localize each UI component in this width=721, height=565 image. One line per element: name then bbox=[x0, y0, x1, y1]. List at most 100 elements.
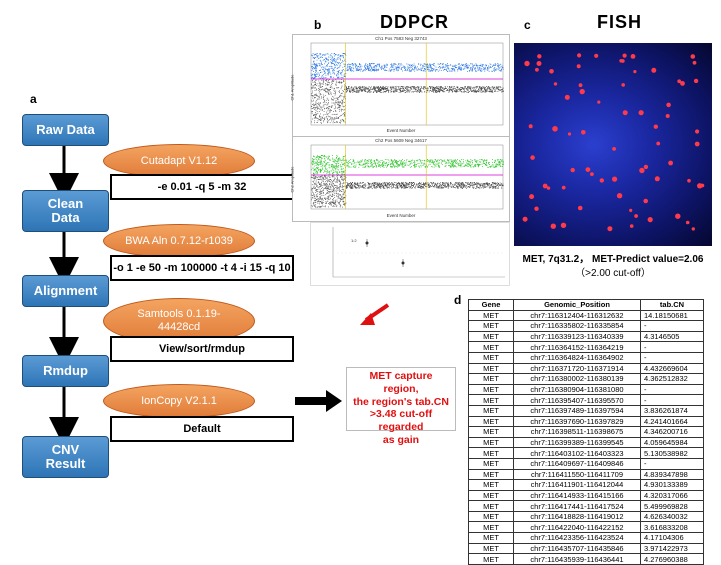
fish-signal-dot bbox=[621, 59, 625, 63]
table-cell-position: chr7:116398511-116398675 bbox=[514, 427, 641, 438]
fish-signal-dot bbox=[651, 68, 656, 73]
fish-signal-dot bbox=[668, 161, 673, 166]
fish-signal-dot bbox=[554, 82, 557, 85]
fish-signal-dot bbox=[530, 155, 535, 160]
table-cell-gene: MET bbox=[469, 405, 514, 416]
fish-signal-dot bbox=[631, 54, 636, 59]
fish-signal-dot bbox=[607, 226, 612, 231]
tool-bwa: BWA Aln 0.7.12-r1039 bbox=[103, 224, 255, 258]
table-cell-tabcn: 4.930133389 bbox=[641, 480, 704, 491]
fish-title: FISH bbox=[597, 12, 642, 33]
table-cell-gene: MET bbox=[469, 490, 514, 501]
fish-signal-dot bbox=[639, 110, 644, 115]
fish-signal-dot bbox=[534, 207, 538, 211]
fish-signal-dot bbox=[581, 130, 586, 135]
fish-signal-dot bbox=[597, 101, 600, 104]
tool-cutadapt: Cutadapt V1.12 bbox=[103, 144, 255, 178]
params-cutadapt-text: -e 0.01 -q 5 -m 32 bbox=[158, 181, 247, 193]
fish-signal-dot bbox=[623, 54, 627, 58]
fish-signal-dot bbox=[644, 165, 648, 169]
fish-signal-dot bbox=[694, 79, 698, 83]
fish-signal-dot bbox=[577, 53, 581, 57]
table-cell-tabcn: 4.626340032 bbox=[641, 511, 704, 522]
step-rmdup: Rmdup bbox=[22, 355, 109, 387]
tool-bwa-label: BWA Aln 0.7.12-r1039 bbox=[125, 235, 233, 248]
droplet-points bbox=[311, 155, 504, 208]
fish-signal-dot bbox=[612, 147, 616, 151]
ddpcr-ch1-scatter bbox=[293, 35, 509, 137]
tool-cutadapt-label: Cutadapt V1.12 bbox=[141, 155, 217, 168]
table-cell-gene: MET bbox=[469, 480, 514, 491]
fish-signals bbox=[514, 43, 712, 246]
ddpcr-ch2-panel: Ch2 Pos 5609 Neg 34617 Event Number Ch2 … bbox=[292, 136, 510, 222]
table-cell-gene: MET bbox=[469, 448, 514, 459]
table-cell-tabcn: 4.346200716 bbox=[641, 427, 704, 438]
fish-signal-dot bbox=[577, 64, 581, 68]
table-cell-gene: MET bbox=[469, 543, 514, 554]
fish-signal-dot bbox=[561, 223, 566, 228]
fish-signal-dot bbox=[524, 61, 529, 66]
table-cell-tabcn: - bbox=[641, 384, 704, 395]
fish-signal-dot bbox=[600, 178, 604, 182]
fish-signal-dot bbox=[655, 176, 660, 181]
table-cell-position: chr7:116411550-116411709 bbox=[514, 469, 641, 480]
fish-signal-dot bbox=[630, 224, 634, 228]
fish-signal-dot bbox=[537, 61, 542, 66]
table-cell-position: chr7:116371720-116371914 bbox=[514, 363, 641, 374]
table-header-position: Genomic_Position bbox=[514, 300, 641, 311]
fish-signal-dot bbox=[621, 83, 625, 87]
fish-signal-dot bbox=[594, 54, 598, 58]
fish-signal-dot bbox=[623, 110, 628, 115]
fish-signal-dot bbox=[692, 227, 695, 230]
step-raw-data-label: Raw Data bbox=[36, 123, 95, 137]
fish-signal-dot bbox=[523, 217, 528, 222]
params-bwa: -o 1 -e 50 -m 100000 -t 4 -i 15 -q 10 bbox=[110, 255, 294, 281]
fish-signal-dot bbox=[579, 83, 583, 87]
table-cell-tabcn: - bbox=[641, 352, 704, 363]
table-cell-gene: MET bbox=[469, 511, 514, 522]
fish-signal-dot bbox=[568, 132, 571, 135]
fish-signal-dot bbox=[695, 129, 699, 133]
ddpcr-title: DDPCR bbox=[380, 12, 449, 33]
table-cell-tabcn: - bbox=[641, 458, 704, 469]
table-cell-gene: MET bbox=[469, 533, 514, 544]
table-cell-position: chr7:116414933-116415166 bbox=[514, 490, 641, 501]
tool-samtools-label: Samtools 0.1.19- 44428cd bbox=[137, 308, 220, 333]
table-cell-gene: MET bbox=[469, 395, 514, 406]
table-cell-position: chr7:116312404-116312632 bbox=[514, 310, 641, 321]
table-cell-tabcn: 4.432669604 bbox=[641, 363, 704, 374]
step-cnv-result: CNV Result bbox=[22, 436, 109, 478]
fish-signal-dot bbox=[571, 168, 575, 172]
fish-signal-dot bbox=[586, 167, 591, 172]
tool-ioncopy-label: IonCopy V2.1.1 bbox=[141, 395, 217, 408]
table-cell-position: chr7:116380002-116380139 bbox=[514, 374, 641, 385]
table-header-row: Gene Genomic_Position tab.CN bbox=[469, 300, 704, 311]
tool-ioncopy: IonCopy V2.1.1 bbox=[103, 384, 255, 418]
droplet-points bbox=[311, 53, 504, 124]
table-cell-gene: MET bbox=[469, 522, 514, 533]
fish-signal-dot bbox=[551, 224, 556, 229]
table-header-tabcn: tab.CN bbox=[641, 300, 704, 311]
table-cell-position: chr7:116397489-116397594 bbox=[514, 405, 641, 416]
table-cell-gene: MET bbox=[469, 342, 514, 353]
table-cell-position: chr7:116435939-116436441 bbox=[514, 554, 641, 565]
table-cell-position: chr7:116364824-116364902 bbox=[514, 352, 641, 363]
table-cell-tabcn: 4.17104306 bbox=[641, 533, 704, 544]
table-cell-tabcn: - bbox=[641, 395, 704, 406]
fish-signal-dot bbox=[590, 172, 594, 176]
table-cell-gene: MET bbox=[469, 554, 514, 565]
table-cell-tabcn: 4.320317066 bbox=[641, 490, 704, 501]
